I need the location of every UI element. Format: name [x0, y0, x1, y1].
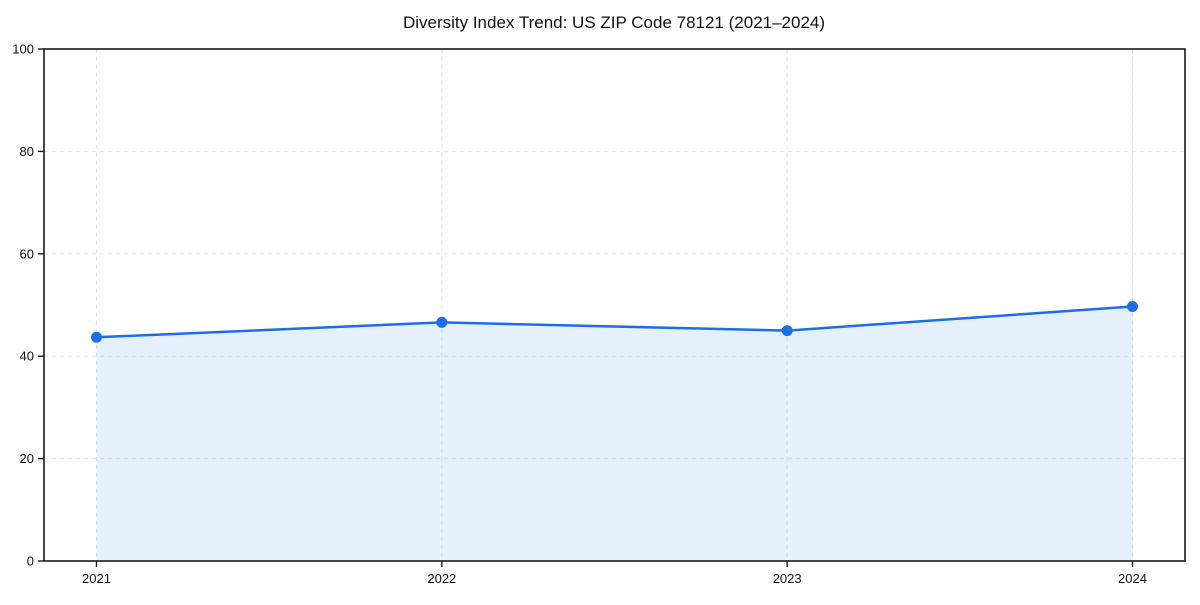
y-tick-label-20: 20 [20, 451, 34, 466]
x-tick-label-2024: 2024 [1118, 571, 1147, 586]
y-tick-label-40: 40 [20, 349, 34, 364]
series-layer [91, 301, 1138, 561]
plot-border [43, 48, 1186, 562]
y-tick-label-60: 60 [20, 246, 34, 261]
axis-ticks-layer [38, 48, 1134, 567]
x-tick-label-2021: 2021 [82, 571, 111, 586]
chart-title: Diversity Index Trend: US ZIP Code 78121… [403, 13, 825, 32]
y-tick-label-0: 0 [27, 554, 34, 569]
y-tick-label-80: 80 [20, 144, 34, 159]
area-fill [96, 306, 1133, 561]
data-point-2021 [91, 331, 102, 343]
y-tick-label-100: 100 [12, 42, 34, 57]
data-point-2023 [781, 325, 793, 337]
axis-labels-layer: 0 20 40 60 80 100 2021 2022 2023 2024 [12, 42, 1147, 587]
trend-line [95, 305, 1134, 339]
data-point-2022 [436, 316, 448, 328]
data-point-2024 [1127, 301, 1138, 313]
x-tick-label-2023: 2023 [773, 571, 802, 586]
x-tick-label-2022: 2022 [427, 571, 456, 586]
